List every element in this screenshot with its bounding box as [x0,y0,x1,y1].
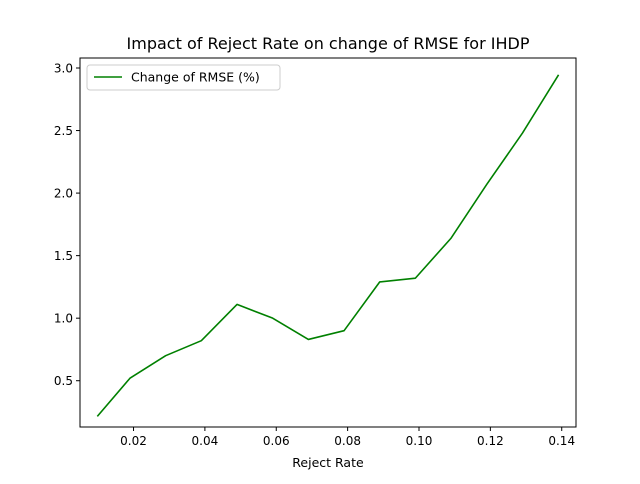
y-tick-label: 1.0 [54,312,73,326]
x-tick-label: 0.12 [477,434,504,448]
legend-box [86,64,281,91]
x-tick-label: 0.06 [263,434,290,448]
y-tick-label: 0.5 [54,374,73,388]
y-tick-label: 1.5 [54,249,73,263]
x-tick-label: 0.04 [192,434,219,448]
x-tick-label: 0.14 [548,434,575,448]
y-tick-label: 3.0 [54,62,73,76]
series-line-change-of-rmse [96,74,560,417]
y-tick-label: 2.5 [54,124,73,138]
x-tick-label: 0.08 [334,434,361,448]
plot-content [96,74,560,417]
x-tick-label: 0.02 [120,434,147,448]
x-tick-label: 0.10 [406,434,433,448]
plot-frame [79,57,577,428]
x-axis-label: Reject Rate [292,455,364,470]
x-axis-ticks: 0.02 0.04 0.06 0.08 0.10 0.12 0.14 [120,427,575,448]
legend: Change of RMSE (%) [86,64,281,91]
y-tick-label: 2.0 [54,187,73,201]
legend-label: Change of RMSE (%) [131,70,260,85]
y-axis-ticks: 0.5 1.0 1.5 2.0 2.5 3.0 [54,62,80,388]
chart-title: Impact of Reject Rate on change of RMSE … [127,34,530,53]
